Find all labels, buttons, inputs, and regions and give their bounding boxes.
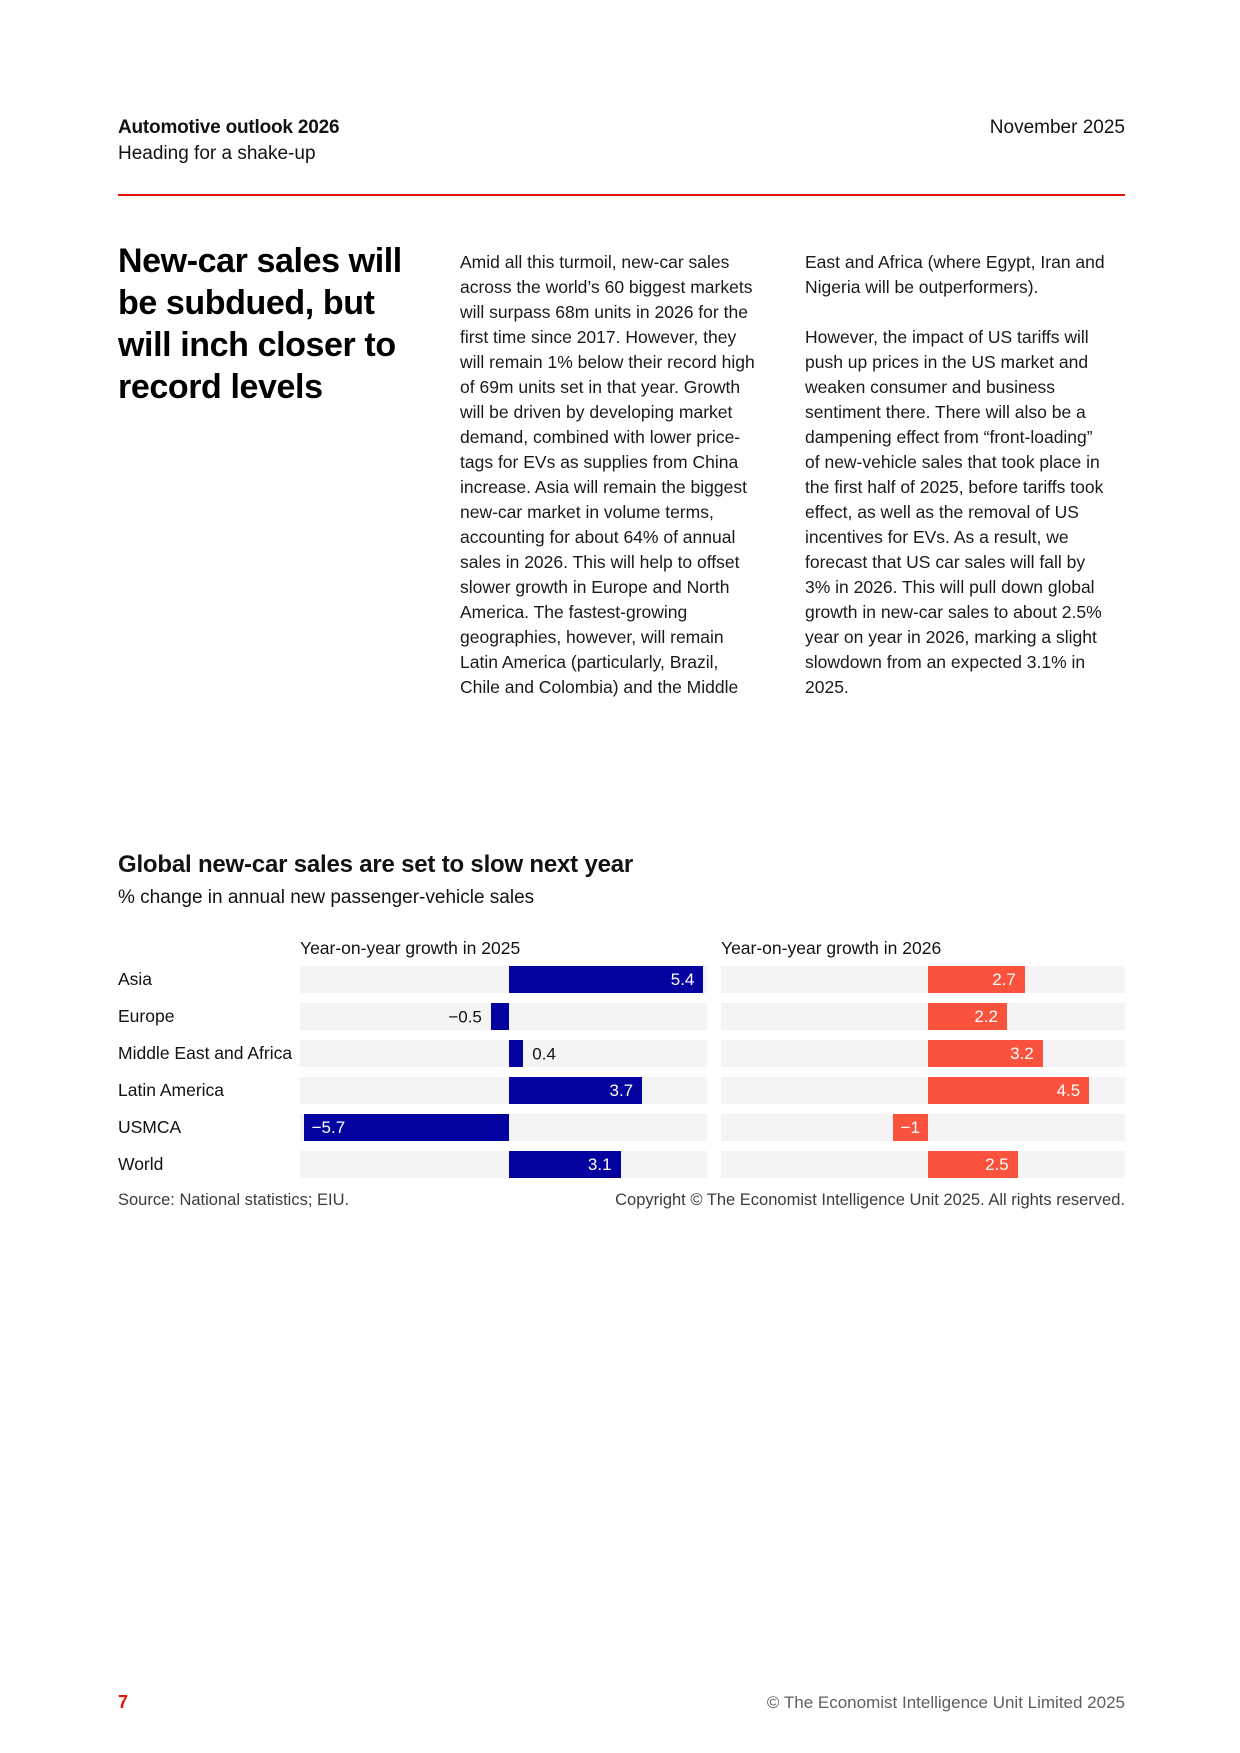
bar: 5.4 (508, 966, 704, 993)
bar: 3.1 (508, 1151, 621, 1178)
chart-category-label: Asia (118, 969, 153, 989)
page-number: 7 (118, 1692, 129, 1712)
panel-header-2025: Year-on-year growth in 2025 (300, 938, 521, 958)
bar: 4.5 (928, 1077, 1090, 1104)
chart-title: Global new-car sales are set to slow nex… (118, 851, 634, 878)
bar-track-2026: 2.7 (721, 966, 1125, 993)
bar-value-label: 2.2 (974, 1007, 998, 1026)
bar-chart: Global new-car sales are set to slow nex… (118, 850, 1125, 1178)
bar (490, 1003, 509, 1030)
bar: 2.7 (928, 966, 1025, 993)
footer-copyright: © The Economist Intelligence Unit Limite… (766, 1693, 1125, 1712)
article-heading-line: New-car sales will (118, 242, 402, 280)
chart-row: Europe −0.5 2.2 (118, 1003, 1125, 1030)
body-column-2: East and Africa (where Egypt, Iran and N… (805, 250, 1105, 700)
bar-value-label: −0.5 (448, 1007, 482, 1026)
chart-category-label: Middle East and Africa (118, 1043, 293, 1063)
chart-source: Source: National statistics; EIU. (118, 1191, 350, 1209)
report-title: Automotive outlook 2026 (118, 117, 340, 138)
panel-gap (707, 1114, 721, 1141)
article-heading: New-car sales will be subdued, but will … (118, 240, 448, 408)
panel-gap (707, 1151, 721, 1178)
bar: 3.2 (928, 1040, 1043, 1067)
bar-value-label: 2.7 (992, 970, 1016, 989)
chart-rows: Asia 5.4 2.7 Europe −0.5 2.2 Middle East and A… (118, 966, 1125, 1178)
page-footer: 7 © The Economist Intelligence Unit Limi… (118, 1692, 1125, 1713)
bar-value-label: −1 (900, 1118, 920, 1137)
bar (508, 1040, 524, 1067)
chart-panel-headers: Year-on-year growth in 2025 Year-on-year… (118, 938, 1125, 958)
chart-row: World 3.1 2.5 (118, 1151, 1125, 1178)
panel-gap (707, 1003, 721, 1030)
article-heading-line: will inch closer to (118, 326, 396, 364)
chart-subtitle: % change in annual new passenger-vehicle… (118, 887, 535, 908)
bar-track-2026: 2.2 (721, 1003, 1125, 1030)
bar-value-label: 3.2 (1010, 1044, 1034, 1063)
chart-row: USMCA −5.7 −1 (118, 1114, 1125, 1141)
bar-track-2025: −5.7 (300, 1114, 707, 1141)
chart-category-label: Europe (118, 1006, 175, 1026)
panel-gap (707, 966, 721, 993)
bar-value-label: 5.4 (670, 970, 695, 989)
header-rule (118, 194, 1125, 196)
bar: 3.7 (508, 1077, 643, 1104)
panel-header-spacer (118, 938, 300, 958)
bar-value-label: 4.5 (1056, 1081, 1081, 1100)
chart-category-label: Latin America (118, 1080, 225, 1100)
panel-gap (707, 1077, 721, 1104)
body-paragraph: East and Africa (where Egypt, Iran and N… (805, 252, 1105, 297)
report-subtitle: Heading for a shake-up (118, 143, 316, 164)
bar-track-2026: 2.5 (721, 1151, 1125, 1178)
bar-track-2026: 4.5 (721, 1077, 1125, 1104)
article-heading-line: record levels (118, 368, 323, 406)
bar-track-2026: −1 (721, 1114, 1125, 1141)
bar-track-2025: 3.1 (300, 1151, 707, 1178)
chart-category-label: World (118, 1154, 164, 1174)
article-heading-line: be subdued, but (118, 284, 375, 322)
bar-track-2025: −0.5 (300, 1003, 707, 1030)
bar-track-2026: 3.2 (721, 1040, 1125, 1067)
report-date: November 2025 (989, 117, 1125, 138)
panel-gap (707, 1040, 721, 1067)
body-paragraph: Amid all this turmoil, new-car sales acr… (460, 252, 755, 697)
bar-value-label: 2.5 (985, 1155, 1009, 1174)
body-paragraph: However, the impact of US tariffs will p… (805, 327, 1104, 697)
chart-copyright: Copyright © The Economist Intelligence U… (615, 1191, 1125, 1209)
bar-value-label: −5.7 (311, 1118, 346, 1137)
bar-value-label: 0.4 (532, 1044, 556, 1063)
panel-header-2026: Year-on-year growth in 2026 (721, 938, 942, 958)
bar: 2.5 (928, 1151, 1018, 1178)
bar: −5.7 (303, 1114, 509, 1141)
body-column-1: Amid all this turmoil, new-car sales acr… (460, 250, 760, 700)
bar: 2.2 (928, 1003, 1007, 1030)
page-header: Automotive outlook 2026 Heading for a sh… (118, 116, 1125, 165)
bar-value-label: 3.7 (609, 1081, 634, 1100)
bar-value-label: 3.1 (587, 1155, 612, 1174)
chart-footer: Source: National statistics; EIU. Copyri… (118, 1190, 1125, 1211)
bar-track-2025: 5.4 (300, 966, 707, 993)
panel-header-spacer (707, 938, 721, 958)
bar: −1 (892, 1114, 929, 1141)
bar-track-2025: 0.4 (300, 1040, 707, 1067)
chart-category-label: USMCA (118, 1117, 182, 1137)
chart-row: Asia 5.4 2.7 (118, 966, 1125, 993)
chart-row: Latin America 3.7 4.5 (118, 1077, 1125, 1104)
chart-row: Middle East and Africa 0.4 3.2 (118, 1040, 1125, 1067)
bar-track-2025: 3.7 (300, 1077, 707, 1104)
